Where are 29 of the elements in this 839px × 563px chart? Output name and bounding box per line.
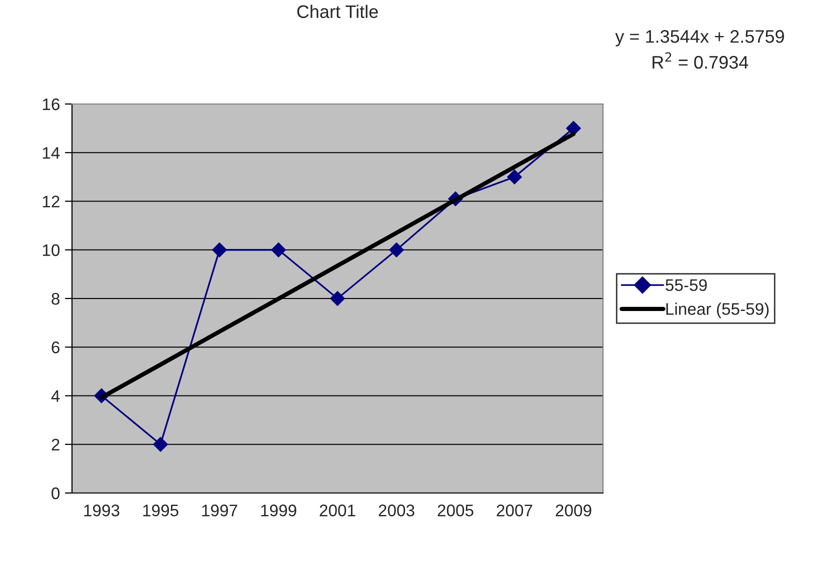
- point: [389, 242, 404, 258]
- y-tick-label: 2: [52, 438, 60, 450]
- y-tick-label: 6: [52, 342, 60, 354]
- point: [507, 170, 522, 184]
- x-tick-label: 2003: [378, 504, 414, 516]
- y-tick-label: 14: [42, 147, 60, 159]
- x-tick-label: 2001: [320, 504, 356, 516]
- x-tick-label: 1993: [84, 504, 120, 516]
- x-tick-label: 2005: [438, 504, 474, 516]
- x-tick-label: 1995: [143, 504, 178, 516]
- text: y = 1.3544x + 2.5759: [615, 30, 784, 46]
- chart-title: Chart Title: [297, 4, 378, 18]
- legend-label: 55-59: [666, 279, 707, 292]
- x-tick-label: 1999: [261, 504, 296, 516]
- point: [271, 242, 286, 258]
- x-tick-label: 2009: [556, 504, 592, 516]
- point: [330, 291, 345, 306]
- x-tick-label: 2007: [496, 504, 532, 516]
- y-tick-label: 12: [42, 196, 60, 208]
- y-tick-label: 0: [52, 487, 60, 500]
- point: [153, 436, 168, 452]
- y-tick-label: 16: [42, 98, 60, 110]
- point: [212, 242, 227, 258]
- legend-label: Linear (55-59): [666, 302, 769, 318]
- text: R$^{2}$ = 0.7934: [652, 52, 748, 69]
- x-tick-label: 1997: [202, 504, 238, 516]
- y-tick-label: 8: [52, 292, 60, 305]
- y-tick-label: 4: [51, 390, 60, 402]
- y-tick-label: 10: [42, 244, 60, 256]
